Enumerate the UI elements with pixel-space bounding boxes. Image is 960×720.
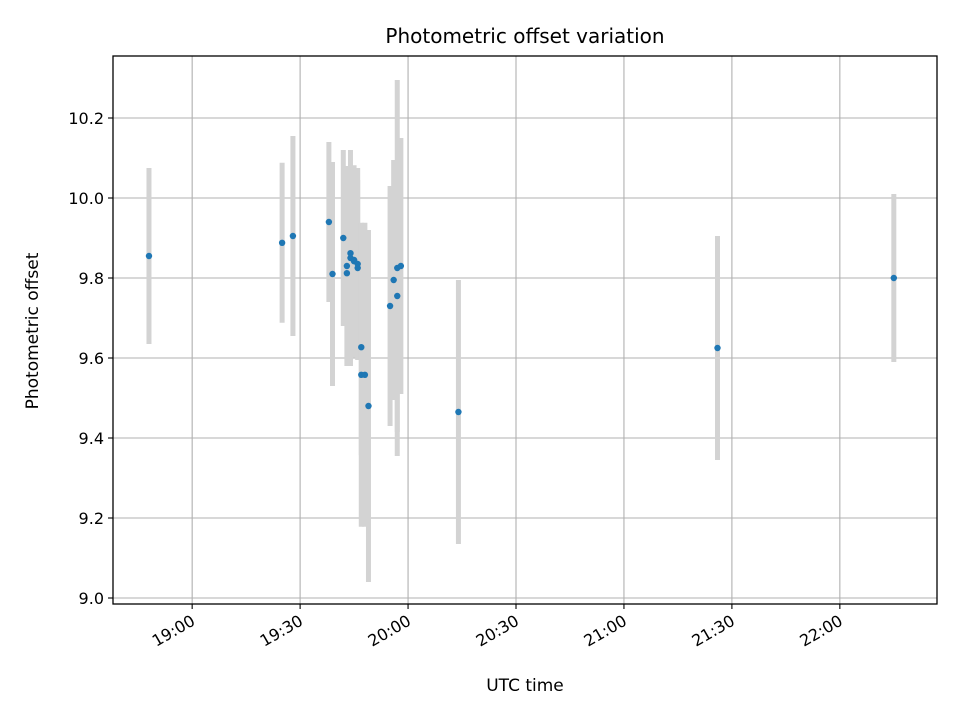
data-point	[278, 239, 286, 246]
data-point	[329, 270, 336, 278]
data-point	[390, 276, 397, 284]
plot-frame	[112, 55, 938, 605]
data-point	[354, 264, 361, 272]
data-point	[890, 274, 898, 282]
data-point	[714, 344, 721, 352]
data-point	[289, 232, 297, 240]
data-point	[386, 302, 394, 310]
data-point	[325, 218, 333, 226]
data-point	[343, 262, 351, 270]
data-point	[397, 262, 405, 270]
chart-title: Photometric offset variation	[385, 24, 664, 48]
data-point	[343, 270, 351, 277]
data-point	[394, 292, 401, 300]
x-axis-title: UTC time	[486, 676, 564, 696]
data-point	[358, 344, 365, 351]
y-axis-title: Photometric offset	[23, 252, 43, 409]
y-axis-ticks: 9.0 9.2 9.4 9.6 9.8 10.0 10.2	[68, 109, 113, 608]
y-tick-label: 9.0	[79, 589, 104, 608]
y-tick-label: 10.2	[68, 109, 104, 128]
data-point	[340, 234, 347, 242]
y-tick-label: 10.0	[68, 189, 104, 208]
data-point	[145, 252, 153, 260]
y-tick-label: 9.8	[79, 269, 104, 288]
y-tick-label: 9.2	[79, 509, 104, 528]
y-tick-label: 9.6	[79, 349, 104, 368]
data-points	[145, 218, 898, 416]
data-point	[347, 250, 354, 257]
data-point	[365, 402, 372, 410]
grid	[113, 56, 937, 604]
y-tick-label: 9.4	[79, 429, 104, 448]
data-point	[361, 371, 369, 378]
data-point	[455, 408, 462, 416]
